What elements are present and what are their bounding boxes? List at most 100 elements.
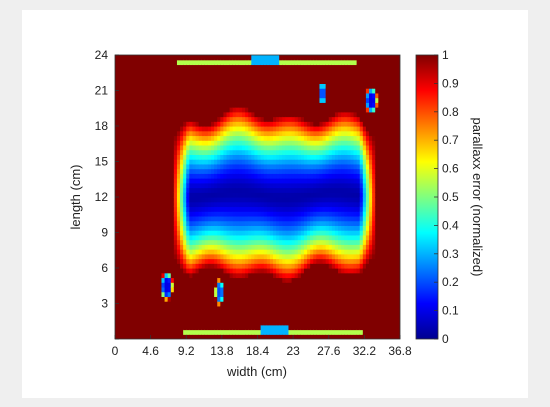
heatmap-cell <box>356 225 361 231</box>
heatmap-cell <box>180 234 184 241</box>
heatmap-cell <box>272 230 277 236</box>
heatmap-cell <box>353 301 358 307</box>
heatmap-cell <box>198 168 203 174</box>
heatmap-cell <box>338 121 342 127</box>
heatmap-cell <box>167 187 172 193</box>
heatmap-cell <box>149 268 153 274</box>
heatmap-cell <box>260 83 265 89</box>
heatmap-cell <box>207 234 212 241</box>
heatmap-cell <box>223 206 228 212</box>
heatmap-cell <box>220 201 225 208</box>
heatmap-cell <box>173 258 178 264</box>
heatmap-cell <box>217 64 221 70</box>
heatmap-cell <box>294 78 299 84</box>
heatmap-cell <box>257 286 262 293</box>
heatmap-cell <box>142 268 147 274</box>
heatmap-cell <box>149 102 153 108</box>
heatmap-cell <box>139 154 144 160</box>
heatmap-cell <box>300 111 305 118</box>
heatmap-cell <box>124 315 128 321</box>
heatmap-cell <box>350 225 355 231</box>
heatmap-cell <box>325 201 330 208</box>
heatmap-cell <box>245 159 249 165</box>
heatmap-cell <box>217 234 221 241</box>
heatmap-cell <box>223 197 228 203</box>
heatmap-cell <box>142 163 147 170</box>
heatmap-cell <box>353 187 358 193</box>
heatmap-cell <box>152 73 156 80</box>
heatmap-cell <box>226 102 231 108</box>
heatmap-cell <box>369 55 373 61</box>
heatmap-cell <box>338 92 342 99</box>
heatmap-cell <box>217 329 221 335</box>
heatmap-cell <box>139 182 144 189</box>
heatmap-cell <box>235 315 240 321</box>
heatmap-cell <box>214 310 218 316</box>
heatmap-cell <box>158 116 163 122</box>
heatmap-cell <box>322 97 327 103</box>
heatmap-cell <box>347 116 352 122</box>
heatmap-cell <box>300 329 305 335</box>
heatmap-cell <box>272 78 277 84</box>
heatmap-cell <box>217 258 221 264</box>
heatmap-cell <box>276 244 280 250</box>
heatmap-cell <box>133 282 138 288</box>
heatmap-cell <box>334 154 339 160</box>
heatmap-cell <box>204 73 209 80</box>
heatmap-cell <box>294 211 299 217</box>
heatmap-cell <box>226 154 231 160</box>
heatmap-cell <box>362 97 367 103</box>
heatmap-cell <box>310 320 314 326</box>
heatmap-cell <box>291 268 296 274</box>
heatmap-cell <box>167 329 172 335</box>
heatmap-cell <box>115 215 119 222</box>
heatmap-cell <box>136 121 141 127</box>
heatmap-cell <box>118 320 122 326</box>
heatmap-cell <box>121 97 125 103</box>
heatmap-cell <box>238 310 243 316</box>
heatmap-cell <box>139 258 144 264</box>
heatmap-cell <box>319 111 324 118</box>
heatmap-cell <box>207 111 212 118</box>
heatmap-cell <box>347 59 352 66</box>
heatmap-cell <box>189 121 194 127</box>
heatmap-cell <box>266 211 271 217</box>
heatmap-cell <box>217 88 221 94</box>
heatmap-cell <box>260 59 265 66</box>
heatmap-cell <box>192 249 197 255</box>
heatmap-cell <box>142 225 147 231</box>
heatmap-cell <box>226 206 231 212</box>
heatmap-cell <box>297 187 302 193</box>
heatmap-cell <box>192 305 197 312</box>
heatmap-cell <box>238 102 243 108</box>
heatmap-cell <box>192 73 197 80</box>
heatmap-cell <box>238 286 243 293</box>
heatmap-cell <box>254 168 259 174</box>
heatmap-cell <box>276 253 280 260</box>
heatmap-cell <box>242 159 246 165</box>
heatmap-cell <box>260 334 265 339</box>
heatmap-cell <box>173 239 178 245</box>
heatmap-cell <box>303 121 308 127</box>
heatmap-cell <box>369 192 373 198</box>
heatmap-cell <box>331 88 336 94</box>
heatmap-cell <box>328 197 333 203</box>
heatmap-cell <box>201 291 206 297</box>
heatmap-cell <box>331 178 336 184</box>
heatmap-cell <box>260 253 265 260</box>
heatmap-cell <box>288 97 293 103</box>
heatmap-cell <box>341 215 345 222</box>
heatmap-cell <box>338 215 342 222</box>
heatmap-cell <box>359 282 364 288</box>
heatmap-cell <box>115 107 119 113</box>
heatmap-cell <box>139 73 144 80</box>
heatmap-cell <box>207 69 212 75</box>
heatmap-cell <box>338 239 342 245</box>
heatmap-cell <box>334 168 339 174</box>
heatmap-cell <box>341 286 345 293</box>
heatmap-cell <box>245 178 249 184</box>
heatmap-cell <box>316 305 321 312</box>
heatmap-cell <box>254 225 259 231</box>
heatmap-cell <box>334 55 339 61</box>
heatmap-cell <box>291 201 296 208</box>
